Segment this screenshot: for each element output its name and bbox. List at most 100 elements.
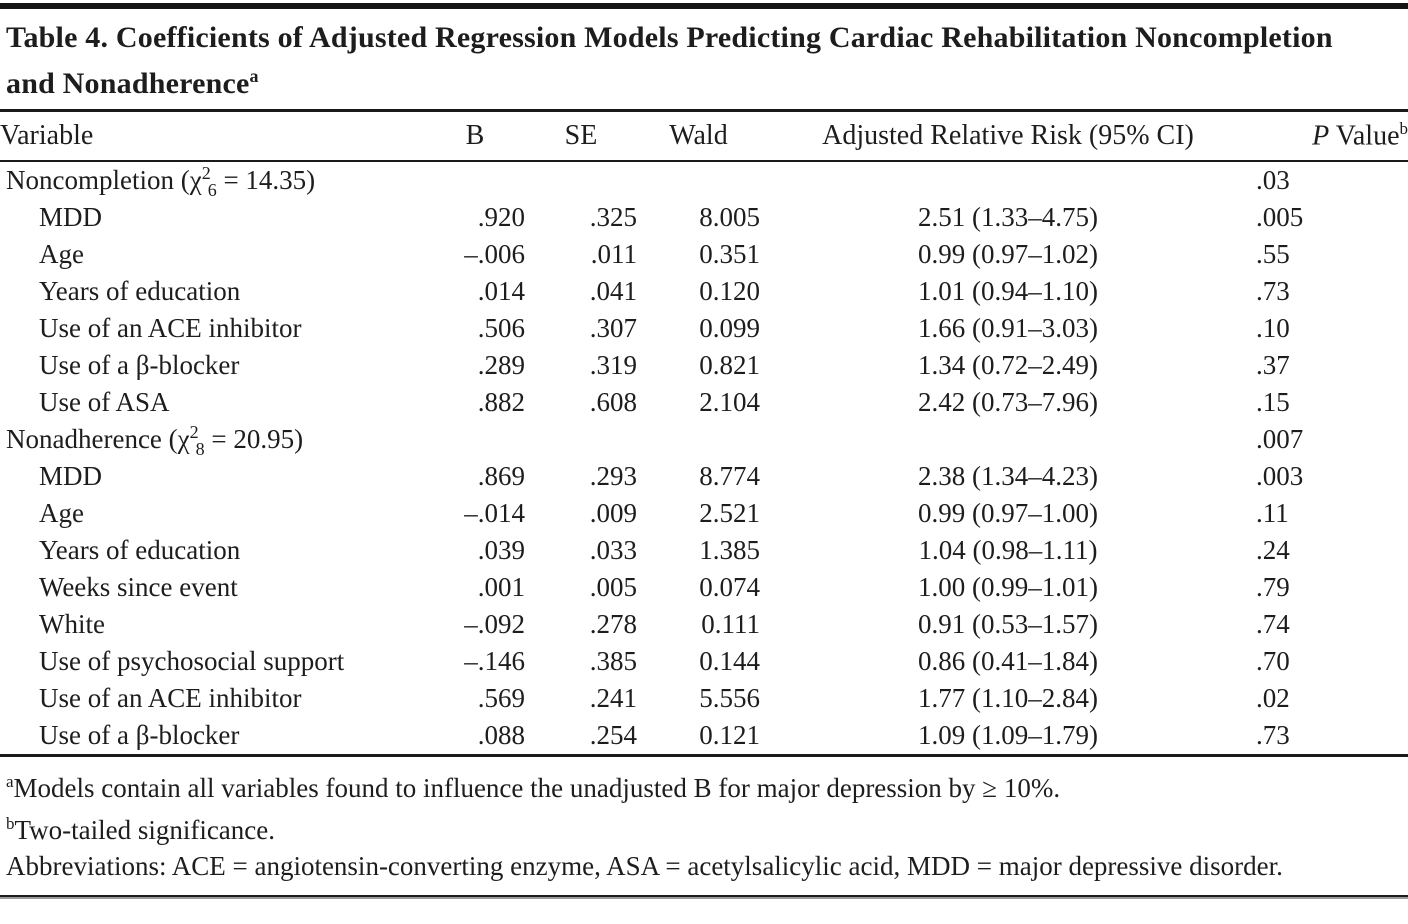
p-value-cell: .03: [1256, 165, 1290, 196]
variable-cell: Age: [39, 239, 84, 270]
variable-cell: Years of education: [39, 535, 241, 566]
table-row: Use of ASA .882 .608 2.104 2.42 (0.73–7.96).…: [0, 384, 1408, 421]
wald-cell: 8.005: [699, 202, 760, 233]
variable-cell: Use of psychosocial support: [39, 646, 345, 677]
adjusted-relative-risk-cell: 0.99 (0.97–1.00): [918, 498, 1098, 529]
adjusted-relative-risk-cell: 1.66 (0.91–3.03): [918, 313, 1098, 344]
variable-cell: Nonadherence (χ28 = 20.95): [0, 421, 425, 458]
table-row: MDD .920 .325 8.005 2.51 (1.33–4.75) .005: [0, 199, 1408, 236]
table-row: Age –.006 .011 0.351 0.99 (0.97–1.02) .55: [0, 236, 1408, 273]
p-value-cell: .37: [1256, 350, 1290, 381]
wald-cell: 2.104: [699, 387, 760, 418]
col-header-b: B: [425, 112, 525, 163]
variable-cell: Use of a β-blocker: [39, 720, 240, 751]
b-cell: –.146: [464, 646, 525, 677]
table-title-text: Table 4. Coefficients of Adjusted Regres…: [6, 21, 1333, 100]
table-row: Years of education .014 .041 0.120 1.01 (0.9…: [0, 273, 1408, 310]
se-cell: .278: [589, 609, 637, 640]
adjusted-relative-risk-cell: 1.00 (0.99–1.01): [918, 572, 1098, 603]
footnotes: aModels contain all variables found to i…: [0, 757, 1408, 895]
p-value-cell: .02: [1256, 683, 1290, 714]
table-row: Age –.014 .009 2.521 0.99 (0.97–1.00) .11: [0, 495, 1408, 532]
footnote-text: Two-tailed significance.: [14, 815, 276, 846]
variable-cell: Weeks since event: [39, 572, 238, 603]
p-value-cell: .70: [1256, 646, 1290, 677]
p-value-footnote-marker: b: [1399, 119, 1408, 138]
variable-cell: Use of ASA: [39, 387, 170, 418]
wald-cell: 0.144: [699, 646, 760, 677]
section-label-part: 2: [201, 163, 211, 184]
footnote: bTwo-tailed significance.: [6, 806, 1400, 848]
bottom-rule-dark-line: [0, 895, 1408, 898]
section-label-part: 8: [195, 438, 205, 459]
table-title: Table 4. Coefficients of Adjusted Regres…: [0, 9, 1350, 109]
table-row: MDD .869 .293 8.774 2.38 (1.34–4.23) .003: [0, 458, 1408, 495]
b-cell: .001: [477, 572, 525, 603]
section-label-part: 6: [207, 179, 217, 200]
p-value-cell: .003: [1256, 461, 1304, 492]
wald-cell: 0.821: [699, 350, 760, 381]
p-value-cell: .55: [1256, 239, 1290, 270]
se-cell: [525, 421, 637, 458]
b-cell: .869: [477, 461, 525, 492]
bottom-double-rule: [0, 895, 1408, 900]
p-value-cell: .005: [1256, 202, 1304, 233]
section-label-part: = 14.35): [216, 165, 316, 196]
se-cell: .319: [589, 350, 637, 381]
p-value-cell: .15: [1256, 387, 1290, 418]
adjusted-relative-risk-cell: 0.99 (0.97–1.02): [918, 239, 1098, 270]
b-cell: [425, 161, 525, 199]
bottom-rule-gray-line: [0, 897, 1408, 900]
adjusted-relative-risk-cell: [760, 161, 1256, 199]
col-header-se: SE: [525, 112, 637, 163]
col-header-arr: Adjusted Relative Risk (95% CI): [760, 112, 1256, 163]
rule-above-footnotes: [0, 754, 1408, 758]
table-row: White –.092 .278 0.111 0.91 (0.53–1.57) .74: [0, 606, 1408, 643]
table-title-footnote-marker: a: [249, 66, 259, 86]
adjusted-relative-risk-cell: 0.91 (0.53–1.57): [918, 609, 1098, 640]
wald-cell: [637, 421, 760, 458]
p-value-cell: .11: [1256, 498, 1289, 529]
adjusted-relative-risk-cell: 2.42 (0.73–7.96): [918, 387, 1098, 418]
se-cell: .041: [589, 276, 637, 307]
adjusted-relative-risk-cell: 1.04 (0.98–1.11): [918, 535, 1098, 566]
col-header-variable: Variable: [0, 112, 425, 163]
b-cell: –.092: [464, 609, 525, 640]
p-value-cell: .73: [1256, 720, 1290, 751]
adjusted-relative-risk-cell: 1.09 (1.09–1.79): [918, 720, 1098, 751]
se-cell: .033: [589, 535, 637, 566]
b-cell: .882: [477, 387, 525, 418]
section-row: Nonadherence (χ28 = 20.95) .007: [0, 421, 1408, 458]
variable-cell: Years of education: [39, 276, 241, 307]
p-value-cell: .79: [1256, 572, 1290, 603]
wald-cell: 1.385: [699, 535, 760, 566]
wald-cell: 0.351: [699, 239, 760, 270]
table-row: Use of psychosocial support –.146 .385 0.14…: [0, 643, 1408, 680]
col-header-p-value: P Valueb: [1256, 112, 1408, 163]
variable-cell: MDD: [39, 202, 103, 233]
wald-cell: 0.099: [699, 313, 760, 344]
footnote: Abbreviations: ACE = angiotensin-convert…: [6, 848, 1400, 884]
p-value-cell: .24: [1256, 535, 1290, 566]
wald-cell: 8.774: [699, 461, 760, 492]
wald-cell: 0.121: [699, 720, 760, 751]
p-value-italic-p: P: [1312, 120, 1330, 152]
col-header-wald: Wald: [637, 112, 760, 163]
adjusted-relative-risk-cell: 0.86 (0.41–1.84): [918, 646, 1098, 677]
b-cell: –.006: [464, 239, 525, 270]
footnote: aModels contain all variables found to i…: [6, 764, 1400, 806]
p-value-cell: .74: [1256, 609, 1290, 640]
se-cell: .009: [589, 498, 637, 529]
p-value-rest: Value: [1329, 120, 1400, 152]
se-cell: .608: [589, 387, 637, 418]
se-cell: .307: [589, 313, 637, 344]
se-cell: .011: [590, 239, 637, 270]
se-cell: .385: [589, 646, 637, 677]
footnote-text: Abbreviations: ACE = angiotensin-convert…: [6, 851, 1283, 882]
regression-table: Variable B SE Wald Adjusted Relative Ris…: [0, 112, 1408, 754]
b-cell: .088: [477, 720, 525, 751]
p-value-cell: .10: [1256, 313, 1290, 344]
table-row: Use of an ACE inhibitor .506 .307 0.099 1.66…: [0, 310, 1408, 347]
p-value-cell: .007: [1256, 424, 1304, 455]
b-cell: .039: [477, 535, 525, 566]
